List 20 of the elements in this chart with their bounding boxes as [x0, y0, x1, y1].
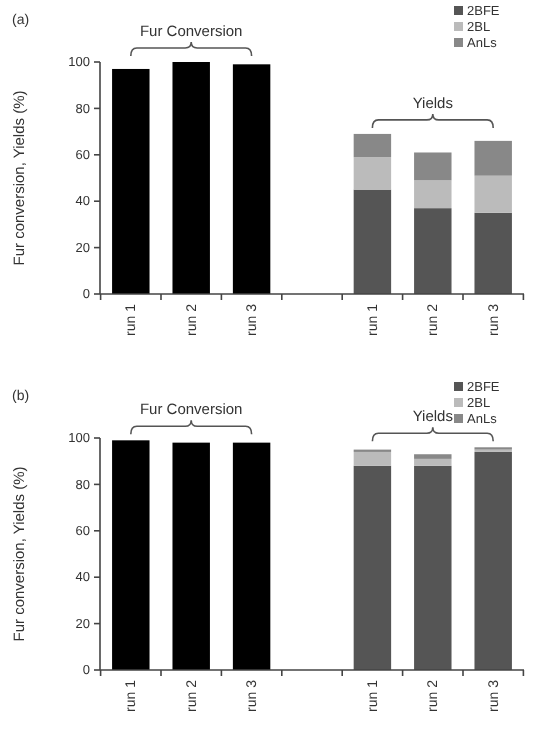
bar: [172, 62, 210, 294]
bar: [353, 157, 392, 190]
bar: [232, 442, 271, 670]
bar: [414, 458, 452, 466]
bar: [474, 212, 512, 294]
bar: [232, 64, 271, 294]
bar: [353, 465, 392, 670]
bar: [474, 451, 512, 670]
bar: [414, 152, 452, 181]
bar: [172, 442, 210, 670]
bar: [474, 175, 512, 213]
bar: [353, 189, 392, 294]
bar: [353, 133, 392, 158]
bar: [474, 140, 512, 176]
bar: [353, 451, 392, 466]
bar: [414, 208, 452, 294]
bar: [414, 465, 452, 670]
bar: [112, 440, 150, 670]
bar: [414, 180, 452, 209]
bar: [112, 68, 150, 294]
